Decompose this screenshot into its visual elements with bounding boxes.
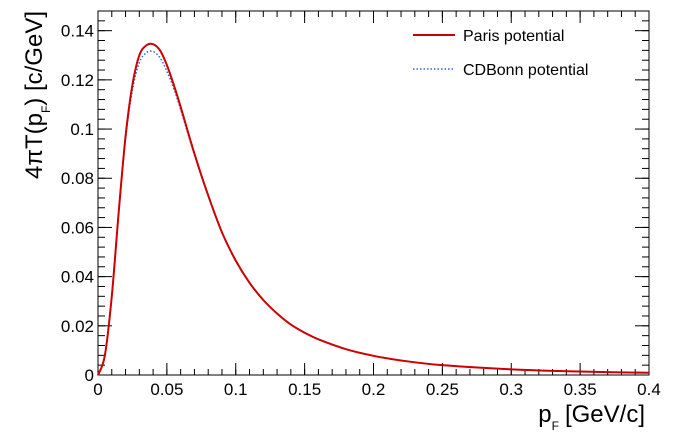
- series-line-paris: [97, 42, 650, 376]
- y-tick-label: 0.1: [70, 120, 94, 139]
- x-tick-label: 0.25: [426, 380, 459, 399]
- x-axis-label: pF [GeV/c]: [538, 401, 645, 433]
- y-tick-label: 0: [85, 366, 94, 385]
- x-tick-label: 0: [93, 380, 102, 399]
- legend-label-paris: Paris potential: [463, 28, 564, 45]
- x-tick-label: 0.15: [288, 380, 321, 399]
- y-tick-label: 0.04: [61, 268, 94, 287]
- y-tick-label: 0.02: [61, 317, 94, 336]
- y-axis-label: 4πT(pF) [c/GeV]: [21, 11, 53, 179]
- y-axis-label-post: ) [c/GeV]: [21, 11, 48, 106]
- x-tick-label: 0.35: [564, 380, 597, 399]
- x-tick-label: 0.2: [362, 380, 386, 399]
- x-axis: 0 0.05 0.1 0.15 0.2 0.25 0.3 0.35 0.4: [93, 11, 661, 399]
- series-layer: [97, 42, 650, 376]
- x-tick-label: 0.4: [637, 380, 661, 399]
- x-axis-label-unit: [GeV/c]: [565, 401, 645, 428]
- x-tick-label: 0.1: [224, 380, 248, 399]
- y-tick-label: 0.06: [61, 218, 94, 237]
- y-tick-label: 0.12: [61, 71, 94, 90]
- x-tick-label: 0.3: [499, 380, 523, 399]
- y-tick-label: 0.08: [61, 169, 94, 188]
- y-axis: 0 0.02 0.04 0.06 0.08 0.1 0.12 0.14: [61, 10, 649, 385]
- x-axis-label-main: p: [538, 401, 551, 428]
- y-axis-label-pre: 4πT(p: [21, 113, 48, 179]
- y-tick-label: 0.14: [61, 22, 94, 41]
- legend: Paris potential CDBonn potential: [413, 28, 588, 79]
- series-line-cdbonn: [97, 50, 650, 376]
- x-axis-label-sub: F: [552, 419, 559, 433]
- legend-label-cdbonn: CDBonn potential: [463, 62, 588, 79]
- x-tick-label: 0.05: [150, 380, 183, 399]
- y-axis-label-sub: F: [39, 106, 53, 113]
